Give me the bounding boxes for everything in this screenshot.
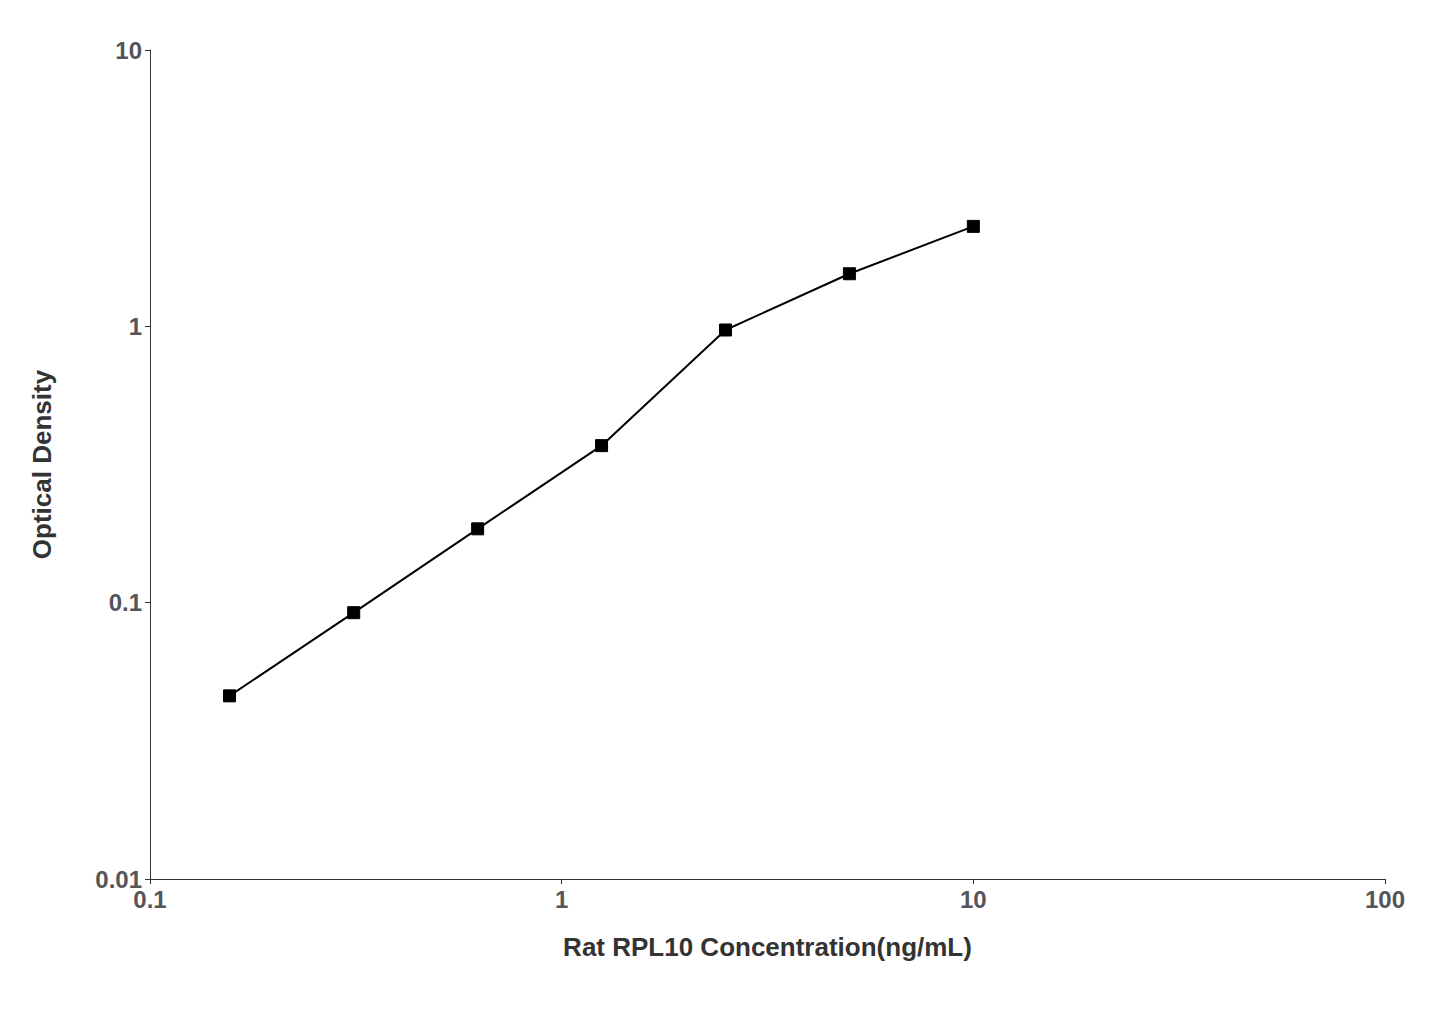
svg-text:1: 1 — [129, 313, 142, 340]
svg-text:10: 10 — [960, 886, 987, 913]
svg-text:0.01: 0.01 — [95, 865, 142, 893]
svg-text:1: 1 — [555, 886, 568, 913]
svg-text:0.1: 0.1 — [133, 886, 166, 913]
svg-text:Optical Density: Optical Density — [27, 369, 57, 559]
svg-text:Rat RPL10 Concentration(ng/mL): Rat RPL10 Concentration(ng/mL) — [563, 932, 972, 962]
svg-text:100: 100 — [1365, 886, 1405, 913]
svg-text:10: 10 — [115, 37, 142, 64]
svg-text:0.1: 0.1 — [109, 589, 142, 616]
